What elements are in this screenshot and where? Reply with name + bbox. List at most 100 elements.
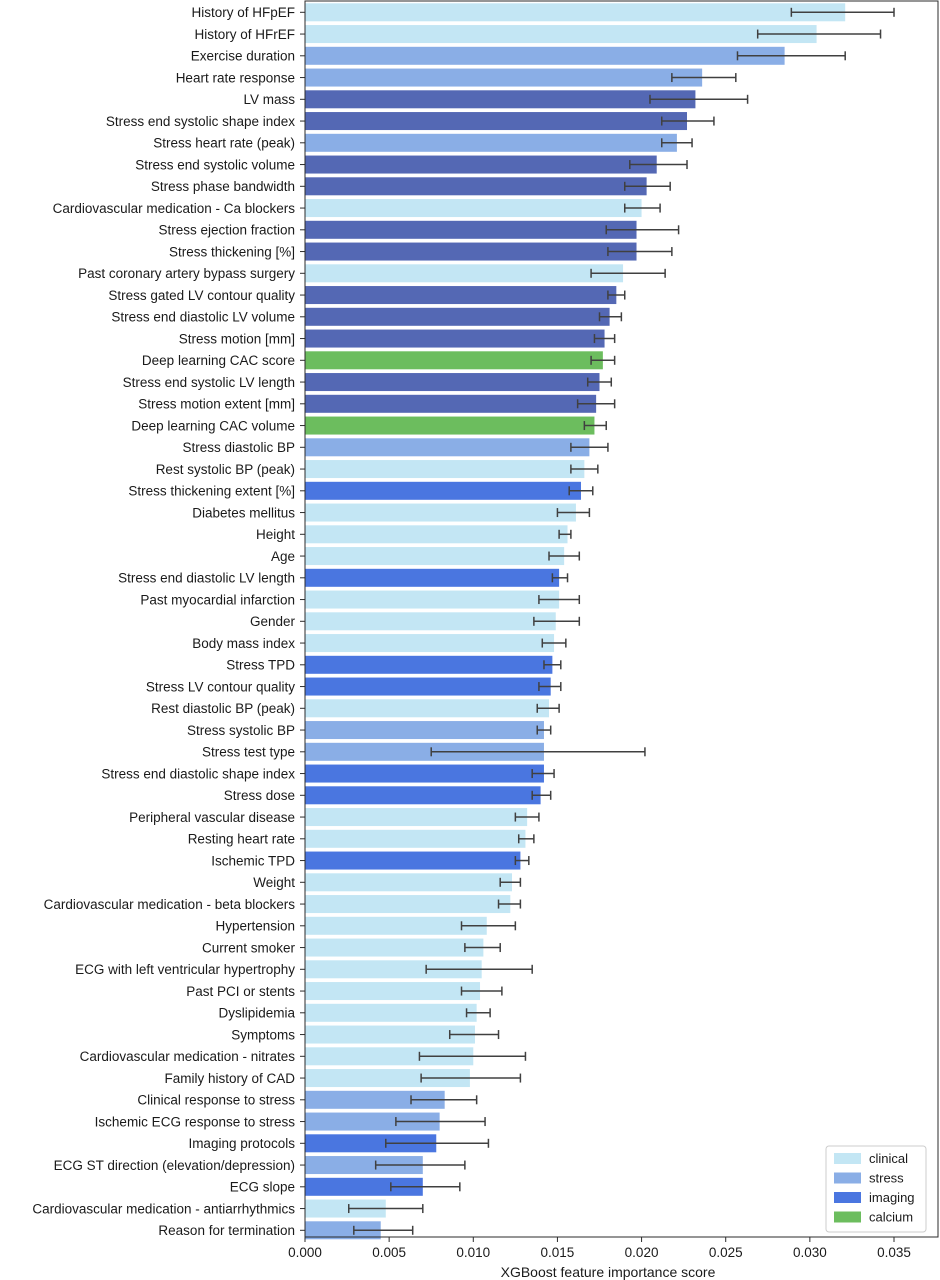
y-tick-label: Ischemic TPD	[211, 853, 295, 868]
error-bar	[756, 29, 882, 39]
error-bar	[410, 1095, 478, 1105]
error-bar	[465, 1008, 491, 1018]
bar	[305, 177, 647, 196]
bar	[305, 568, 560, 587]
error-bar	[353, 1225, 414, 1235]
error-bar	[661, 116, 715, 126]
error-bar	[460, 986, 503, 996]
error-bar	[607, 247, 673, 257]
bar	[305, 112, 688, 131]
error-bar	[420, 1073, 522, 1083]
y-tick-label: History of HFrEF	[194, 27, 295, 42]
bar	[305, 286, 617, 305]
bar	[305, 503, 576, 522]
y-tick-label: Stress end systolic LV length	[123, 375, 295, 390]
bar	[305, 634, 555, 653]
legend-swatch	[834, 1153, 861, 1164]
bar	[305, 155, 657, 174]
error-bar	[623, 181, 671, 191]
bar	[305, 525, 568, 544]
bar	[305, 655, 553, 674]
axes-frame	[300, 0, 939, 1242]
error-bar	[551, 573, 569, 583]
x-tick-labels: 0.000 0.005 0.010 0.015 0.020 0.025 0.030 0.035	[288, 1245, 911, 1260]
y-tick-label: Reason for termination	[158, 1223, 295, 1238]
legend-label: clinical	[869, 1151, 908, 1166]
y-tick-label: Cardiovascular medication - nitrates	[80, 1049, 296, 1064]
legend-entry: imaging	[834, 1190, 915, 1205]
bar	[305, 264, 624, 283]
x-tick-label: 0.020	[625, 1245, 659, 1260]
error-bar	[541, 638, 567, 648]
error-bar	[607, 290, 626, 300]
bar	[305, 1003, 477, 1022]
y-tick-label: Stress dose	[224, 788, 295, 803]
bar	[305, 938, 484, 957]
error-bar	[464, 943, 501, 953]
x-axis-label: XGBoost feature importance score	[501, 1264, 716, 1280]
plot-frame	[304, 0, 939, 1238]
bar	[305, 916, 487, 935]
bar	[305, 46, 785, 65]
bar	[305, 460, 585, 479]
y-tick-label: Stress ejection fraction	[158, 223, 295, 238]
bar	[305, 1069, 470, 1088]
y-tick-label: Past PCI or stents	[186, 984, 295, 999]
y-tick-label: Stress end diastolic LV length	[118, 571, 295, 586]
y-tick-label: Stress diastolic BP	[182, 440, 295, 455]
error-bar	[531, 769, 555, 779]
error-bar	[586, 377, 613, 387]
error-bar	[448, 1030, 500, 1040]
bar	[305, 764, 544, 783]
y-tick-label: Past myocardial infarction	[140, 592, 295, 607]
error-bars-layer	[348, 7, 895, 1235]
bar	[305, 547, 565, 566]
y-tick-label: Stress TPD	[226, 658, 295, 673]
bar	[305, 982, 481, 1001]
error-bar	[790, 7, 895, 17]
y-tick-label: Rest diastolic BP (peak)	[151, 701, 295, 716]
legend-entry: clinical	[834, 1151, 908, 1166]
y-tick-label: Stress heart rate (peak)	[153, 136, 295, 151]
y-tick-label: Stress motion extent [mm]	[138, 397, 295, 412]
error-bar	[425, 964, 533, 974]
bar	[305, 612, 556, 631]
bar	[305, 1112, 440, 1131]
y-tick-label: Past coronary artery bypass surgery	[78, 266, 295, 281]
error-bar	[576, 399, 616, 409]
error-bar	[538, 595, 581, 605]
error-bar	[548, 551, 581, 561]
bar	[305, 481, 581, 500]
error-bar	[558, 529, 572, 539]
error-bar	[430, 747, 646, 757]
error-bar	[568, 486, 594, 496]
y-tick-label: Clinical response to stress	[137, 1093, 295, 1108]
error-bar	[671, 73, 737, 83]
y-tick-label: LV mass	[243, 92, 295, 107]
y-tick-label: Stress systolic BP	[187, 723, 295, 738]
y-tick-label: Cardiovascular medication - antiarrhythm…	[32, 1201, 295, 1216]
error-bar	[736, 51, 846, 61]
error-bar	[605, 225, 680, 235]
bar	[305, 742, 544, 761]
error-bar	[374, 1160, 466, 1170]
x-tick-label: 0.035	[877, 1245, 911, 1260]
y-tick-label: Age	[271, 549, 295, 564]
error-bar	[385, 1138, 490, 1148]
bar	[305, 1025, 475, 1044]
y-tick-label: Stress end diastolic LV volume	[111, 310, 295, 325]
y-tick-label: Deep learning CAC score	[142, 353, 295, 368]
error-bar	[497, 899, 522, 909]
error-bar	[556, 508, 591, 518]
y-tick-label: Hypertension	[215, 919, 295, 934]
x-tick-label: 0.030	[793, 1245, 827, 1260]
error-bar	[533, 616, 581, 626]
y-tick-label: Ischemic ECG response to stress	[95, 1114, 296, 1129]
bar	[305, 133, 677, 152]
error-bar	[661, 138, 693, 148]
bar	[305, 1199, 386, 1218]
error-bar	[538, 682, 562, 692]
x-tick-label: 0.010	[456, 1245, 490, 1260]
bars-layer	[305, 3, 846, 1240]
